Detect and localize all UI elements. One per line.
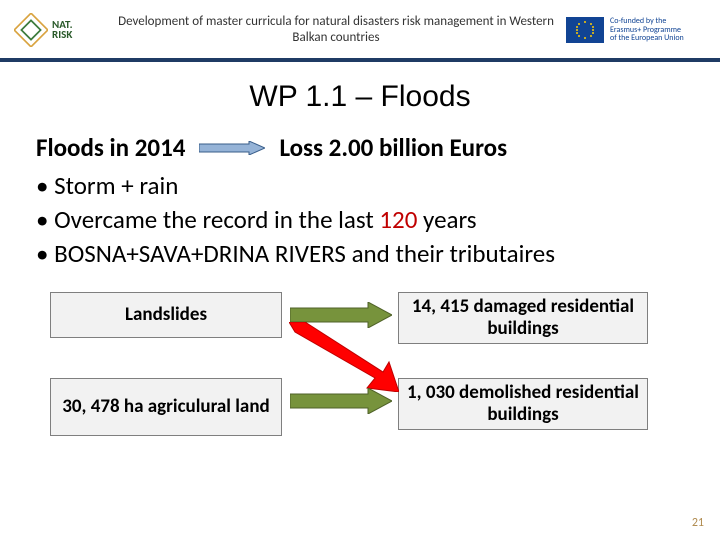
slide-content: WP 1.1 – Floods Floods in 2014 Loss 2.00… [0, 62, 720, 472]
funder-line3: of the European Union [610, 33, 684, 43]
arrow-green-bottom-icon [290, 388, 392, 414]
box-agricultural-land: 30, 478 ha agriculural land [50, 378, 282, 436]
box-landslides: Landslides [50, 292, 282, 338]
box-demolished-buildings: 1, 030 demolished residential buildings [398, 378, 648, 430]
box-damaged-buildings: 14, 415 damaged residential buildings [398, 292, 648, 344]
slide-header: NAT. RISK Development of master curricul… [0, 0, 720, 58]
bullet-item: Overcame the record in the last 120 year… [36, 203, 684, 237]
page-number: 21 [692, 516, 704, 530]
header-title: Development of master curricula for natu… [106, 14, 566, 47]
floods-2014-label: Floods in 2014 [36, 132, 185, 163]
natrisk-logo-text: NAT. RISK [52, 20, 73, 40]
logo-bottom: RISK [52, 28, 72, 41]
eu-flag-icon [566, 17, 604, 43]
diagram-area: Landslides 30, 478 ha agriculural land 1… [36, 292, 684, 472]
arrow-right-icon [199, 141, 265, 155]
floods-loss-line: Floods in 2014 Loss 2.00 billion Euros [36, 132, 684, 163]
bullet2-post: years [417, 204, 476, 235]
eu-funder-text: Co-funded by the Erasmus+ Programme of t… [610, 17, 684, 43]
arrow-red-diagonal-icon [289, 322, 399, 392]
eu-funder-logo: Co-funded by the Erasmus+ Programme of t… [566, 10, 706, 50]
bullet-item: BOSNA+SAVA+DRINA RIVERS and their tribut… [36, 237, 684, 271]
loss-label: Loss 2.00 billion Euros [279, 132, 507, 163]
bullet2-number: 120 [379, 204, 417, 235]
bullet-list: Storm + rain Overcame the record in the … [36, 169, 684, 270]
bullet2-pre: Overcame the record in the last [54, 204, 379, 235]
bullet-item: Storm + rain [36, 169, 684, 203]
natrisk-logo: NAT. RISK [14, 9, 106, 51]
natrisk-icon [14, 13, 48, 47]
page-title: WP 1.1 – Floods [36, 80, 684, 114]
